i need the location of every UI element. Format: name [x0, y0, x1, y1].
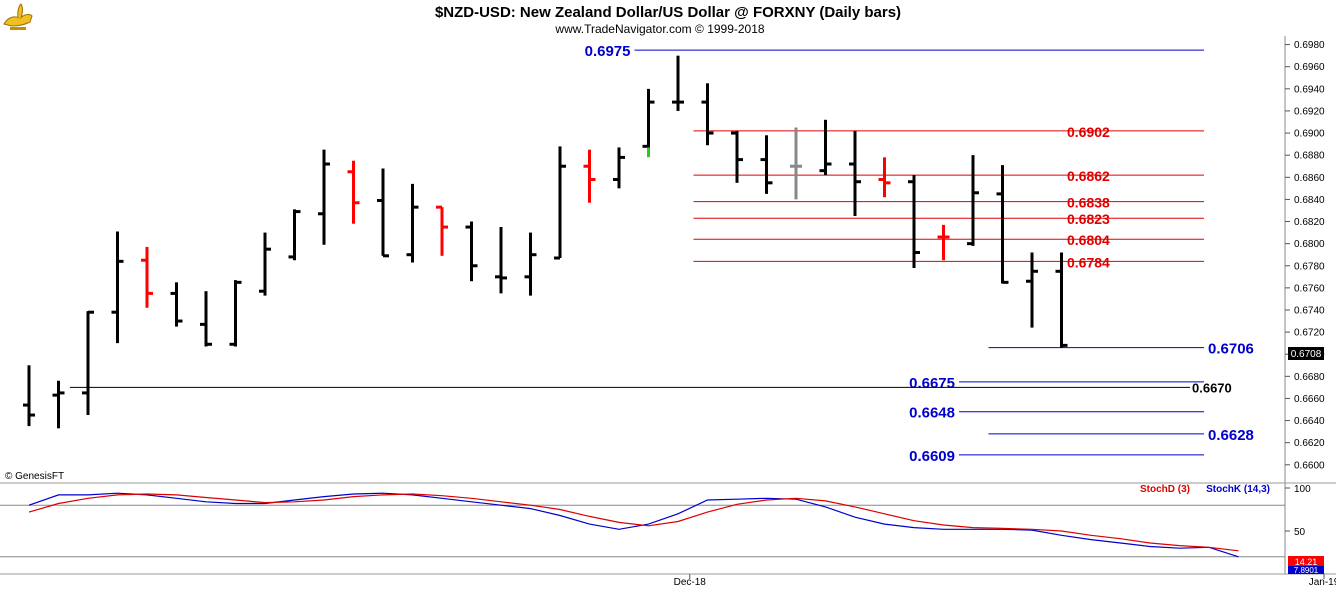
ohlc-bar [672, 55, 684, 111]
price-tick-label: 0.6980 [1294, 40, 1325, 51]
last-price-marker: 0.6708 [1288, 347, 1324, 360]
price-tick-label: 0.6840 [1294, 195, 1325, 206]
chart-title: $NZD-USD: New Zealand Dollar/US Dollar @… [435, 4, 901, 21]
ohlc-bar [613, 147, 625, 189]
ohlc-bar [554, 146, 566, 260]
last-price-box [1288, 347, 1324, 360]
ohlc-bar [790, 127, 802, 200]
price-tick-label: 0.6600 [1294, 460, 1325, 471]
ohlc-bar [229, 280, 242, 347]
date-axis: Dec-18 Jan-19 [674, 574, 1336, 588]
date-tick-label: Jan-19 [1309, 577, 1336, 588]
ohlc-bar [849, 130, 861, 216]
ohlc-bar [642, 88, 655, 158]
ohlc-bar [908, 175, 920, 268]
stoch-k-line [28, 492, 1239, 558]
level-label: 0.6628 [1208, 427, 1254, 444]
level-label: 0.6804 [1067, 232, 1110, 248]
ohlc-bar [760, 135, 773, 194]
support-line-label: 0.6670 [1192, 380, 1232, 395]
legend-stoch-d: StochD (3) [1140, 484, 1190, 495]
price-tick-label: 0.6960 [1294, 62, 1325, 73]
stochastic-pane: 100 50 [0, 484, 1311, 558]
price-tick-label: 0.6820 [1294, 217, 1325, 228]
stoch-tick-label: 100 [1294, 484, 1311, 495]
stoch-k-last-box [1288, 566, 1324, 574]
ohlc-bar [1026, 252, 1038, 328]
ohlc-bar [937, 224, 950, 261]
price-tick-label: 0.6720 [1294, 328, 1325, 339]
level-label: 0.6902 [1067, 124, 1110, 140]
ohlc-bar [701, 83, 714, 146]
ohlc-bar [583, 149, 596, 203]
lamp-base-icon [10, 27, 26, 30]
ohlc-bar [524, 232, 537, 296]
ohlc-bar [1055, 252, 1068, 348]
ohlc-bar [436, 205, 448, 256]
stoch-d-last-label: 14.21 [1295, 557, 1318, 567]
ohlc-bar [495, 227, 507, 294]
stoch-k-last-label: 7.8901 [1294, 566, 1319, 575]
ohlc-bar [406, 183, 419, 263]
ohlc-bar [996, 165, 1009, 284]
ohlc-bar [200, 291, 212, 347]
stoch-d-line [28, 493, 1239, 552]
ohlc-bar [878, 157, 891, 198]
chart-subtitle: www.TradeNavigator.com © 1999-2018 [554, 22, 764, 36]
price-tick-label: 0.6740 [1294, 305, 1325, 316]
price-tick-label: 0.6940 [1294, 84, 1325, 95]
price-grid: 0.6980 0.6960 0.6940 0.6920 0.6900 0.6880 0.68… [1285, 40, 1325, 471]
level-label: 0.6706 [1208, 341, 1254, 358]
genie-lamp-icon [3, 13, 33, 27]
price-tick-label: 0.6640 [1294, 416, 1325, 427]
ohlc-bar [377, 168, 389, 258]
stoch-last-markers: 14.21 7.8901 [1288, 556, 1324, 575]
watermark: © GenesisFT [5, 471, 64, 482]
price-tick-label: 0.6680 [1294, 372, 1325, 383]
ohlc-bar [967, 155, 979, 246]
date-tick-label: Dec-18 [674, 577, 707, 588]
price-tick-label: 0.6920 [1294, 106, 1325, 117]
ohlc-bar [170, 282, 183, 327]
ohlc-bar [347, 160, 360, 224]
stoch-tick-label: 50 [1294, 527, 1306, 538]
level-label: 0.6784 [1067, 254, 1110, 270]
price-tick-label: 0.6880 [1294, 151, 1325, 162]
level-label: 0.6675 [909, 375, 955, 392]
ohlc-bar [819, 119, 832, 176]
stoch-d-last-box [1288, 556, 1324, 567]
ohlc-bar [52, 380, 65, 429]
legend-stoch-k: StochK (14,3) [1206, 484, 1270, 495]
level-label: 0.6823 [1067, 211, 1110, 227]
price-tick-label: 0.6660 [1294, 394, 1325, 405]
price-tick-label: 0.6900 [1294, 129, 1325, 140]
level-label: 0.6609 [909, 448, 955, 465]
price-bars [23, 55, 1068, 429]
price-tick-label: 0.6860 [1294, 173, 1325, 184]
lamp-flame-icon [17, 3, 23, 19]
last-price-label: 0.6708 [1291, 349, 1322, 360]
ohlc-bar [288, 209, 301, 261]
price-tick-label: 0.6620 [1294, 438, 1325, 449]
ohlc-bar [731, 130, 743, 183]
ohlc-bar [111, 231, 124, 344]
level-label: 0.6648 [909, 405, 955, 422]
price-tick-label: 0.6780 [1294, 261, 1325, 272]
ohlc-bar [465, 221, 478, 282]
ohlc-bar [23, 365, 35, 427]
ohlc-bar [141, 246, 153, 308]
ohlc-bar [82, 310, 94, 416]
ohlc-bar [259, 232, 271, 296]
logo [3, 3, 33, 30]
level-label: 0.6862 [1067, 168, 1110, 184]
level-label: 0.6838 [1067, 195, 1110, 211]
ohlc-bar [318, 149, 330, 245]
price-tick-label: 0.6760 [1294, 283, 1325, 294]
price-tick-label: 0.6800 [1294, 239, 1325, 250]
level-label: 0.6975 [585, 43, 631, 60]
